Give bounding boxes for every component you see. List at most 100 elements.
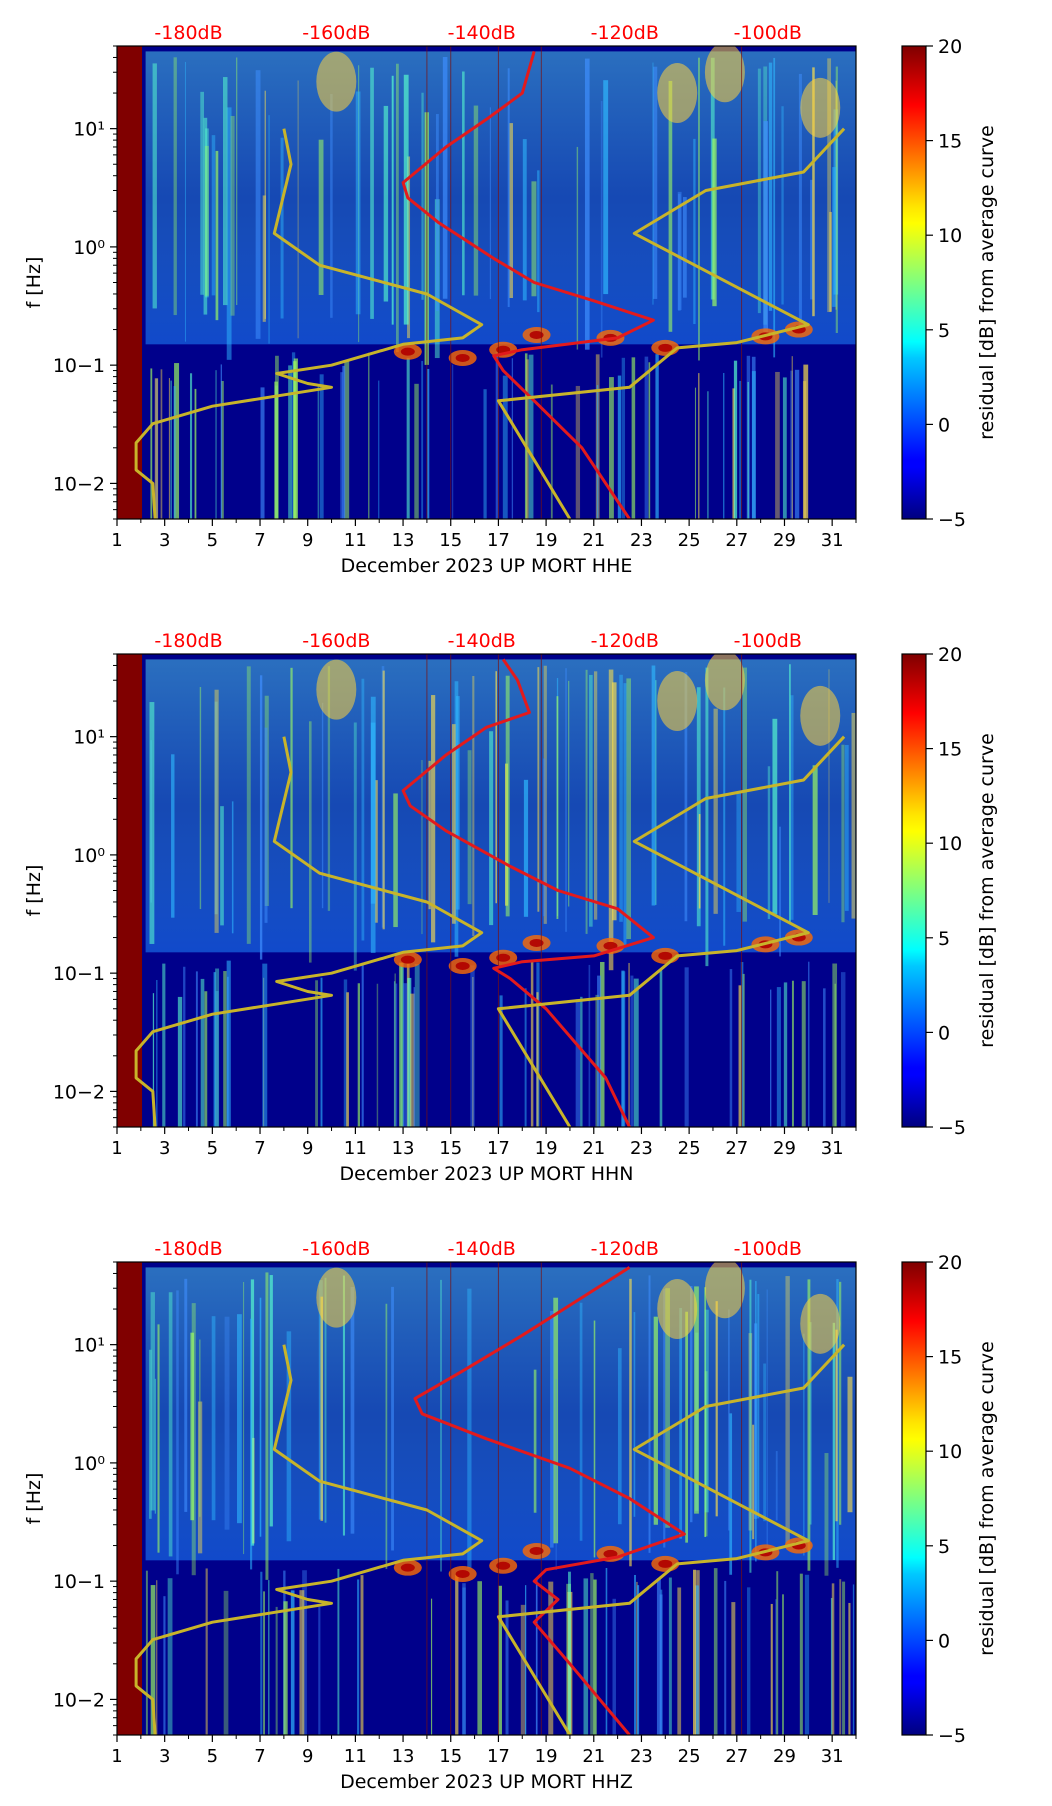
heatmap-streak	[804, 1574, 810, 1735]
heatmap-streak	[395, 63, 399, 353]
heatmap-streak	[788, 664, 791, 923]
heatmap-streak	[776, 1571, 779, 1735]
heatmap-streak	[163, 1596, 166, 1735]
heatmap-streak	[589, 674, 593, 927]
heatmap-streak	[421, 360, 424, 519]
hot-spot-core	[658, 1559, 673, 1568]
colorbar-tick-label: 0	[938, 414, 950, 436]
heatmap-streak	[580, 996, 583, 1127]
heatmap-streak	[705, 667, 709, 967]
db-scale-label: -100dB	[734, 630, 802, 652]
hf-blob	[657, 1279, 698, 1340]
noise-model-curve	[134, 1344, 484, 1735]
heatmap-streak	[174, 363, 180, 519]
heatmap-streak	[801, 981, 806, 1127]
heatmap-streak	[177, 996, 183, 1127]
hf-blob	[316, 51, 357, 112]
heatmap-streak	[472, 675, 475, 937]
heatmap-streak	[184, 61, 186, 342]
heatmap-streak	[199, 687, 202, 910]
heatmap-streak	[498, 1585, 502, 1735]
heatmap-streak	[321, 702, 324, 909]
heatmap-streak	[852, 1584, 855, 1735]
heatmap-streak	[593, 671, 598, 920]
heatmap-streak	[729, 1413, 733, 1575]
heatmap-streak	[775, 1599, 777, 1735]
y-tick-label: 10−1	[53, 1571, 105, 1593]
heatmap-streak	[693, 138, 696, 325]
heatmap-streak	[584, 58, 590, 350]
heatmap-streak	[213, 972, 216, 1127]
heatmap-streak	[170, 380, 172, 519]
heatmap-streak	[226, 960, 231, 1127]
heatmap-streak	[374, 780, 378, 923]
colorbar-label: residual [dB] from average curve	[976, 1341, 998, 1656]
heatmap-streak	[145, 1570, 148, 1735]
heatmap-streak	[395, 983, 398, 1127]
heatmap-streak	[844, 745, 849, 911]
heatmap-streak	[203, 117, 208, 315]
heatmap-streak	[553, 1297, 559, 1544]
heatmap-streak	[723, 687, 726, 946]
x-tick-label: 25	[678, 530, 701, 551]
heatmap-streak	[684, 672, 688, 922]
median-curve	[401, 658, 655, 1127]
heatmap-streak	[231, 801, 234, 934]
heatmap-streak	[393, 981, 396, 1127]
heatmap-streak	[839, 1281, 842, 1525]
heatmap-streak	[763, 1363, 767, 1522]
x-tick-label: 9	[302, 1138, 313, 1159]
heatmap-streak	[324, 1277, 327, 1523]
db-scale-label: -180dB	[154, 22, 222, 44]
heatmap-streak	[623, 683, 627, 948]
heatmap-streak	[696, 687, 701, 927]
heatmap-streak	[832, 167, 837, 307]
heatmap-streak	[808, 961, 810, 1127]
hf-blob	[316, 1267, 357, 1328]
colorbar-tick-label: 15	[938, 739, 962, 761]
heatmap-streak	[824, 1453, 829, 1576]
heatmap-area	[117, 1262, 856, 1735]
heatmap-streak	[600, 100, 603, 358]
heatmap-streak	[694, 1286, 699, 1514]
heatmap-streak	[723, 372, 725, 519]
heatmap-streak	[848, 1602, 851, 1735]
noise-model-curve	[134, 736, 484, 1127]
heatmap-streak	[841, 744, 845, 923]
x-tick-label: 11	[344, 1138, 367, 1159]
heatmap-streak	[224, 1316, 230, 1530]
heatmap-streak	[740, 962, 744, 1127]
heatmap-streak	[782, 1594, 784, 1735]
heatmap-streak	[767, 766, 771, 920]
x-tick-label: 9	[302, 530, 313, 551]
hf-blob	[800, 685, 841, 746]
x-tick-label: 31	[821, 530, 844, 551]
heatmap-streak	[148, 1349, 152, 1519]
hot-spot-core	[455, 1569, 470, 1578]
heatmap-streak	[502, 375, 508, 519]
heatmap-streak	[343, 979, 348, 1127]
heatmap-streak	[407, 977, 412, 1127]
x-tick-label: 1	[111, 1138, 122, 1159]
x-tick-label: 25	[678, 1746, 701, 1767]
heatmap-streak	[575, 999, 581, 1127]
heatmap-streak	[215, 370, 217, 519]
noise-model-curve	[496, 1343, 846, 1735]
y-axis-label: f [Hz]	[23, 865, 45, 917]
hf-blob	[704, 46, 745, 103]
heatmap-streak	[810, 179, 813, 300]
noise-model-curve	[496, 127, 846, 519]
heatmap-streak	[659, 970, 663, 1127]
heatmap-streak	[290, 1590, 295, 1735]
heatmap-streak	[678, 193, 681, 311]
heatmap-streak	[770, 1603, 773, 1735]
heatmap-streak	[414, 963, 420, 1127]
heatmap-streak	[268, 1580, 270, 1735]
x-tick-label: 13	[392, 1746, 415, 1767]
heatmap-streak	[340, 372, 343, 519]
heatmap-streak	[835, 66, 838, 334]
heatmap-streak	[353, 722, 357, 971]
x-tick-label: 15	[439, 530, 462, 551]
